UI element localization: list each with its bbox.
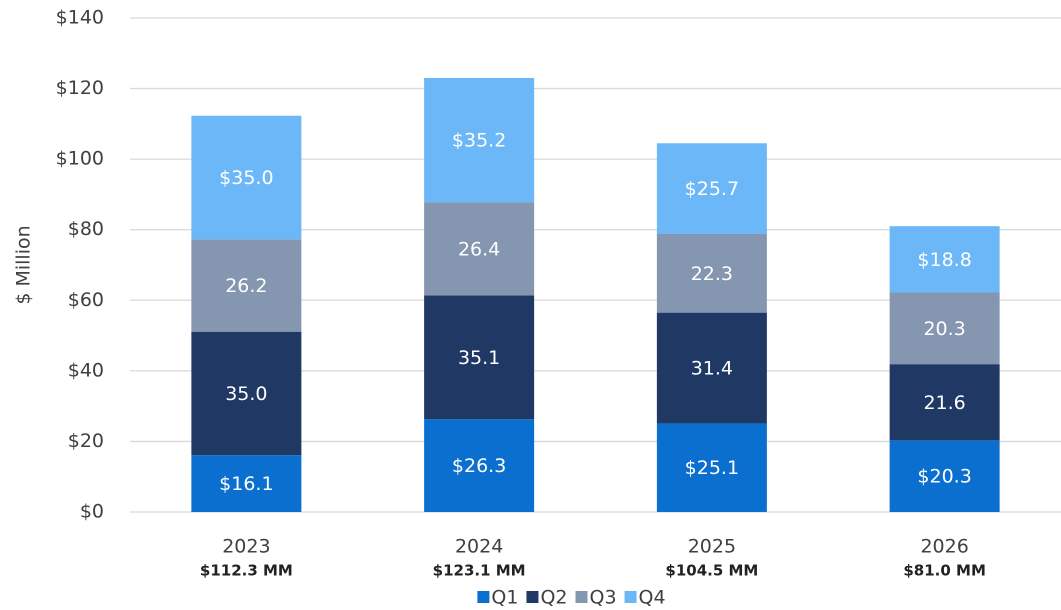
category-total: $123.1 MM: [433, 562, 526, 580]
bar-segment: [191, 331, 302, 456]
y-tick-label: $20: [68, 430, 104, 452]
y-axis-label: $ Million: [13, 225, 35, 304]
bar-segment: [889, 292, 1000, 365]
data-label: $18.8: [917, 249, 971, 271]
bar-segment: [424, 202, 535, 296]
data-label: 26.4: [458, 238, 500, 260]
category-total: $81.0 MM: [903, 562, 986, 580]
legend-label: Q4: [639, 587, 666, 609]
legend-label: Q2: [540, 587, 567, 609]
y-tick-label: $60: [68, 289, 104, 311]
data-label: 22.3: [691, 263, 733, 285]
category-total: $112.3 MM: [200, 562, 293, 580]
legend-label: Q1: [491, 587, 518, 609]
data-label: $20.3: [917, 466, 971, 488]
bar-segment: [191, 239, 302, 332]
x-tick-label: 2025: [688, 536, 736, 558]
data-label: 31.4: [691, 358, 733, 380]
bar-segment: [889, 226, 1000, 293]
data-label: $25.1: [685, 457, 739, 479]
data-label: 20.3: [923, 318, 965, 340]
bar-segment: [424, 419, 535, 512]
data-label: $35.0: [219, 167, 273, 189]
bar-segment: [656, 233, 767, 313]
bar-segment: [889, 364, 1000, 441]
y-tick-label: $80: [68, 218, 104, 240]
data-label: $26.3: [452, 455, 506, 477]
legend-swatch: [575, 591, 588, 603]
legend-swatch: [624, 591, 637, 603]
data-label: 21.6: [923, 392, 965, 414]
x-tick-label: 2024: [455, 536, 503, 558]
data-label: $16.1: [219, 473, 273, 495]
bar-segment: [191, 115, 302, 240]
y-tick-label: $120: [56, 77, 104, 99]
bar-segment: [191, 455, 302, 512]
x-tick-label: 2026: [920, 536, 968, 558]
y-tick-label: $0: [80, 501, 104, 523]
bar-segment: [424, 77, 535, 203]
y-tick-label: $140: [56, 7, 104, 29]
bar-segment: [424, 295, 535, 420]
y-tick-label: $100: [56, 148, 104, 170]
legend-label: Q3: [590, 587, 617, 609]
data-label: 35.0: [225, 383, 267, 405]
bar-segment: [889, 440, 1000, 512]
bar-segment: [656, 312, 767, 424]
data-label: 26.2: [225, 275, 267, 297]
legend-swatch: [477, 591, 490, 603]
bar-segment: [656, 423, 767, 512]
legend-swatch: [526, 591, 539, 603]
y-tick-label: $40: [68, 359, 104, 381]
data-label: $25.7: [685, 178, 739, 200]
bar-segment: [656, 143, 767, 234]
data-label: $35.2: [452, 130, 506, 152]
x-tick-label: 2023: [222, 536, 270, 558]
category-total: $104.5 MM: [665, 562, 758, 580]
data-label: 35.1: [458, 347, 500, 369]
